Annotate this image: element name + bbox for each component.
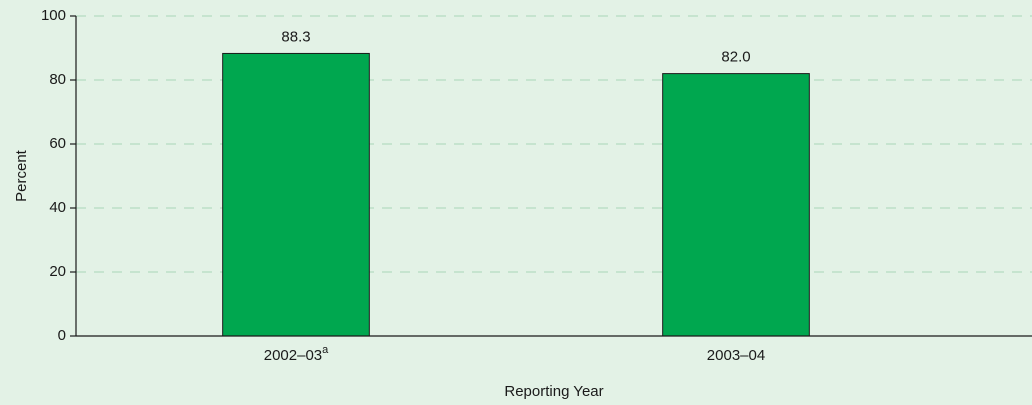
value-label: 88.3 (281, 28, 310, 45)
x-tick-label: 2003–04 (707, 347, 765, 364)
category-superscript: a (322, 344, 329, 356)
y-tick-label: 40 (49, 199, 66, 216)
x-axis-label: Reporting Year (504, 383, 603, 400)
category-name: 2002–03 (264, 347, 322, 364)
y-axis-label: Percent (13, 149, 30, 202)
y-tick-label: 80 (49, 71, 66, 88)
bar (222, 52, 370, 337)
x-tick-label: 2002–03a (264, 344, 329, 364)
y-tick-label: 0 (58, 327, 66, 344)
y-tick-label: 60 (49, 135, 66, 152)
y-tick-label: 100 (41, 7, 66, 24)
value-label: 82.0 (721, 49, 750, 66)
bar (662, 73, 810, 337)
category-name: 2003–04 (707, 347, 765, 364)
y-tick-label: 20 (49, 263, 66, 280)
